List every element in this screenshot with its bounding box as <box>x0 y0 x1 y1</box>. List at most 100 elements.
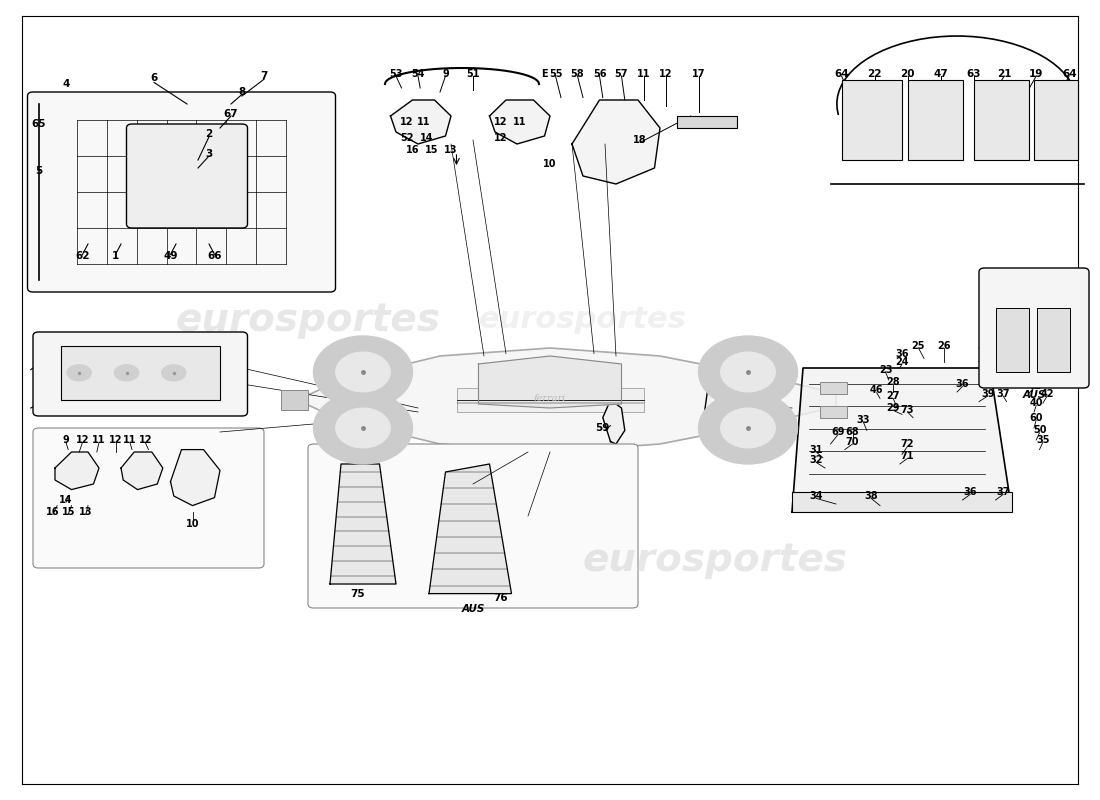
Text: 66: 66 <box>207 251 222 261</box>
Text: 74: 74 <box>1026 380 1042 390</box>
Text: 53: 53 <box>389 69 403 78</box>
Polygon shape <box>572 100 660 184</box>
Polygon shape <box>792 368 1012 512</box>
Ellipse shape <box>698 336 798 408</box>
Text: 42: 42 <box>1041 389 1054 398</box>
Text: 51: 51 <box>466 69 480 78</box>
Text: 16: 16 <box>46 507 59 517</box>
Ellipse shape <box>720 352 775 392</box>
Ellipse shape <box>698 392 798 464</box>
Ellipse shape <box>720 408 775 448</box>
Text: 4: 4 <box>63 79 69 89</box>
Text: 46: 46 <box>870 386 883 395</box>
Text: 59: 59 <box>595 423 610 433</box>
Text: 62: 62 <box>75 251 90 261</box>
Text: 36: 36 <box>956 379 969 389</box>
Text: 9: 9 <box>63 435 69 445</box>
Text: 44: 44 <box>100 362 116 371</box>
Bar <box>974 80 1028 160</box>
Text: 73: 73 <box>901 405 914 414</box>
Ellipse shape <box>162 365 186 381</box>
Text: 10: 10 <box>186 519 199 529</box>
Text: 64: 64 <box>834 69 849 78</box>
Polygon shape <box>121 452 163 490</box>
Text: 33: 33 <box>857 415 870 425</box>
Bar <box>792 492 1012 512</box>
Text: 27: 27 <box>887 391 900 401</box>
Ellipse shape <box>314 392 412 464</box>
Text: 36: 36 <box>895 349 909 358</box>
Ellipse shape <box>336 352 390 392</box>
Bar <box>456 388 644 412</box>
Text: 60: 60 <box>1030 413 1043 422</box>
Text: 49: 49 <box>163 251 178 261</box>
Text: E: E <box>541 69 548 78</box>
Text: 11: 11 <box>637 69 650 78</box>
Text: 15: 15 <box>425 146 438 155</box>
Bar <box>280 390 308 410</box>
Text: 37: 37 <box>997 389 1010 398</box>
Text: 52: 52 <box>400 133 414 142</box>
Text: 11: 11 <box>92 435 106 445</box>
Text: 39: 39 <box>981 389 994 398</box>
Text: 6: 6 <box>151 74 157 83</box>
Text: 9: 9 <box>442 69 449 78</box>
Text: 11: 11 <box>417 117 430 126</box>
Text: 19: 19 <box>1028 69 1044 78</box>
Bar <box>820 382 847 394</box>
Text: 36: 36 <box>964 487 977 497</box>
Text: 3: 3 <box>206 149 212 158</box>
Text: 40: 40 <box>1030 398 1043 408</box>
Text: 12: 12 <box>109 435 122 445</box>
Text: 28: 28 <box>887 378 900 387</box>
Text: 17: 17 <box>692 69 705 78</box>
Bar <box>1034 80 1078 160</box>
Text: 35: 35 <box>1036 435 1049 445</box>
Text: 30: 30 <box>978 341 991 350</box>
Text: 12: 12 <box>400 117 414 126</box>
Text: 16: 16 <box>406 146 419 155</box>
Text: 70: 70 <box>846 437 859 446</box>
Text: 56: 56 <box>593 69 606 78</box>
Polygon shape <box>170 450 220 506</box>
Bar <box>908 80 962 160</box>
Text: 14: 14 <box>420 133 433 142</box>
Text: 12: 12 <box>659 69 672 78</box>
Polygon shape <box>297 348 836 452</box>
Text: 45: 45 <box>53 362 68 371</box>
Ellipse shape <box>314 336 412 408</box>
Text: eurosportes: eurosportes <box>583 541 847 579</box>
Text: 48: 48 <box>39 351 54 361</box>
Text: 12: 12 <box>139 435 152 445</box>
Polygon shape <box>490 100 550 144</box>
Text: 58: 58 <box>571 69 584 78</box>
Text: 18: 18 <box>634 135 647 145</box>
Polygon shape <box>330 464 396 584</box>
Text: 34: 34 <box>810 491 823 501</box>
Text: 5: 5 <box>35 166 42 176</box>
Text: 2: 2 <box>206 130 212 139</box>
Text: 29: 29 <box>887 403 900 413</box>
Ellipse shape <box>336 408 390 448</box>
Text: 1: 1 <box>112 251 119 261</box>
Text: 43: 43 <box>119 349 134 358</box>
Text: ferrari: ferrari <box>534 394 566 403</box>
Text: 15: 15 <box>62 507 75 517</box>
Text: 11: 11 <box>513 117 526 126</box>
Text: 55: 55 <box>549 69 562 78</box>
Text: 71: 71 <box>901 451 914 461</box>
Text: 68: 68 <box>846 427 859 437</box>
Text: 11: 11 <box>123 435 136 445</box>
Bar <box>60 346 220 400</box>
Text: 12: 12 <box>494 117 507 126</box>
Text: 76: 76 <box>493 594 508 603</box>
FancyBboxPatch shape <box>33 332 248 416</box>
Text: 37: 37 <box>997 487 1010 497</box>
Text: 10: 10 <box>543 159 557 169</box>
Text: 25: 25 <box>912 341 925 350</box>
Text: 67: 67 <box>223 109 239 118</box>
Text: AUS: AUS <box>461 604 485 614</box>
Bar <box>1037 308 1070 372</box>
Text: 7: 7 <box>261 71 267 81</box>
Text: 21: 21 <box>997 69 1012 78</box>
